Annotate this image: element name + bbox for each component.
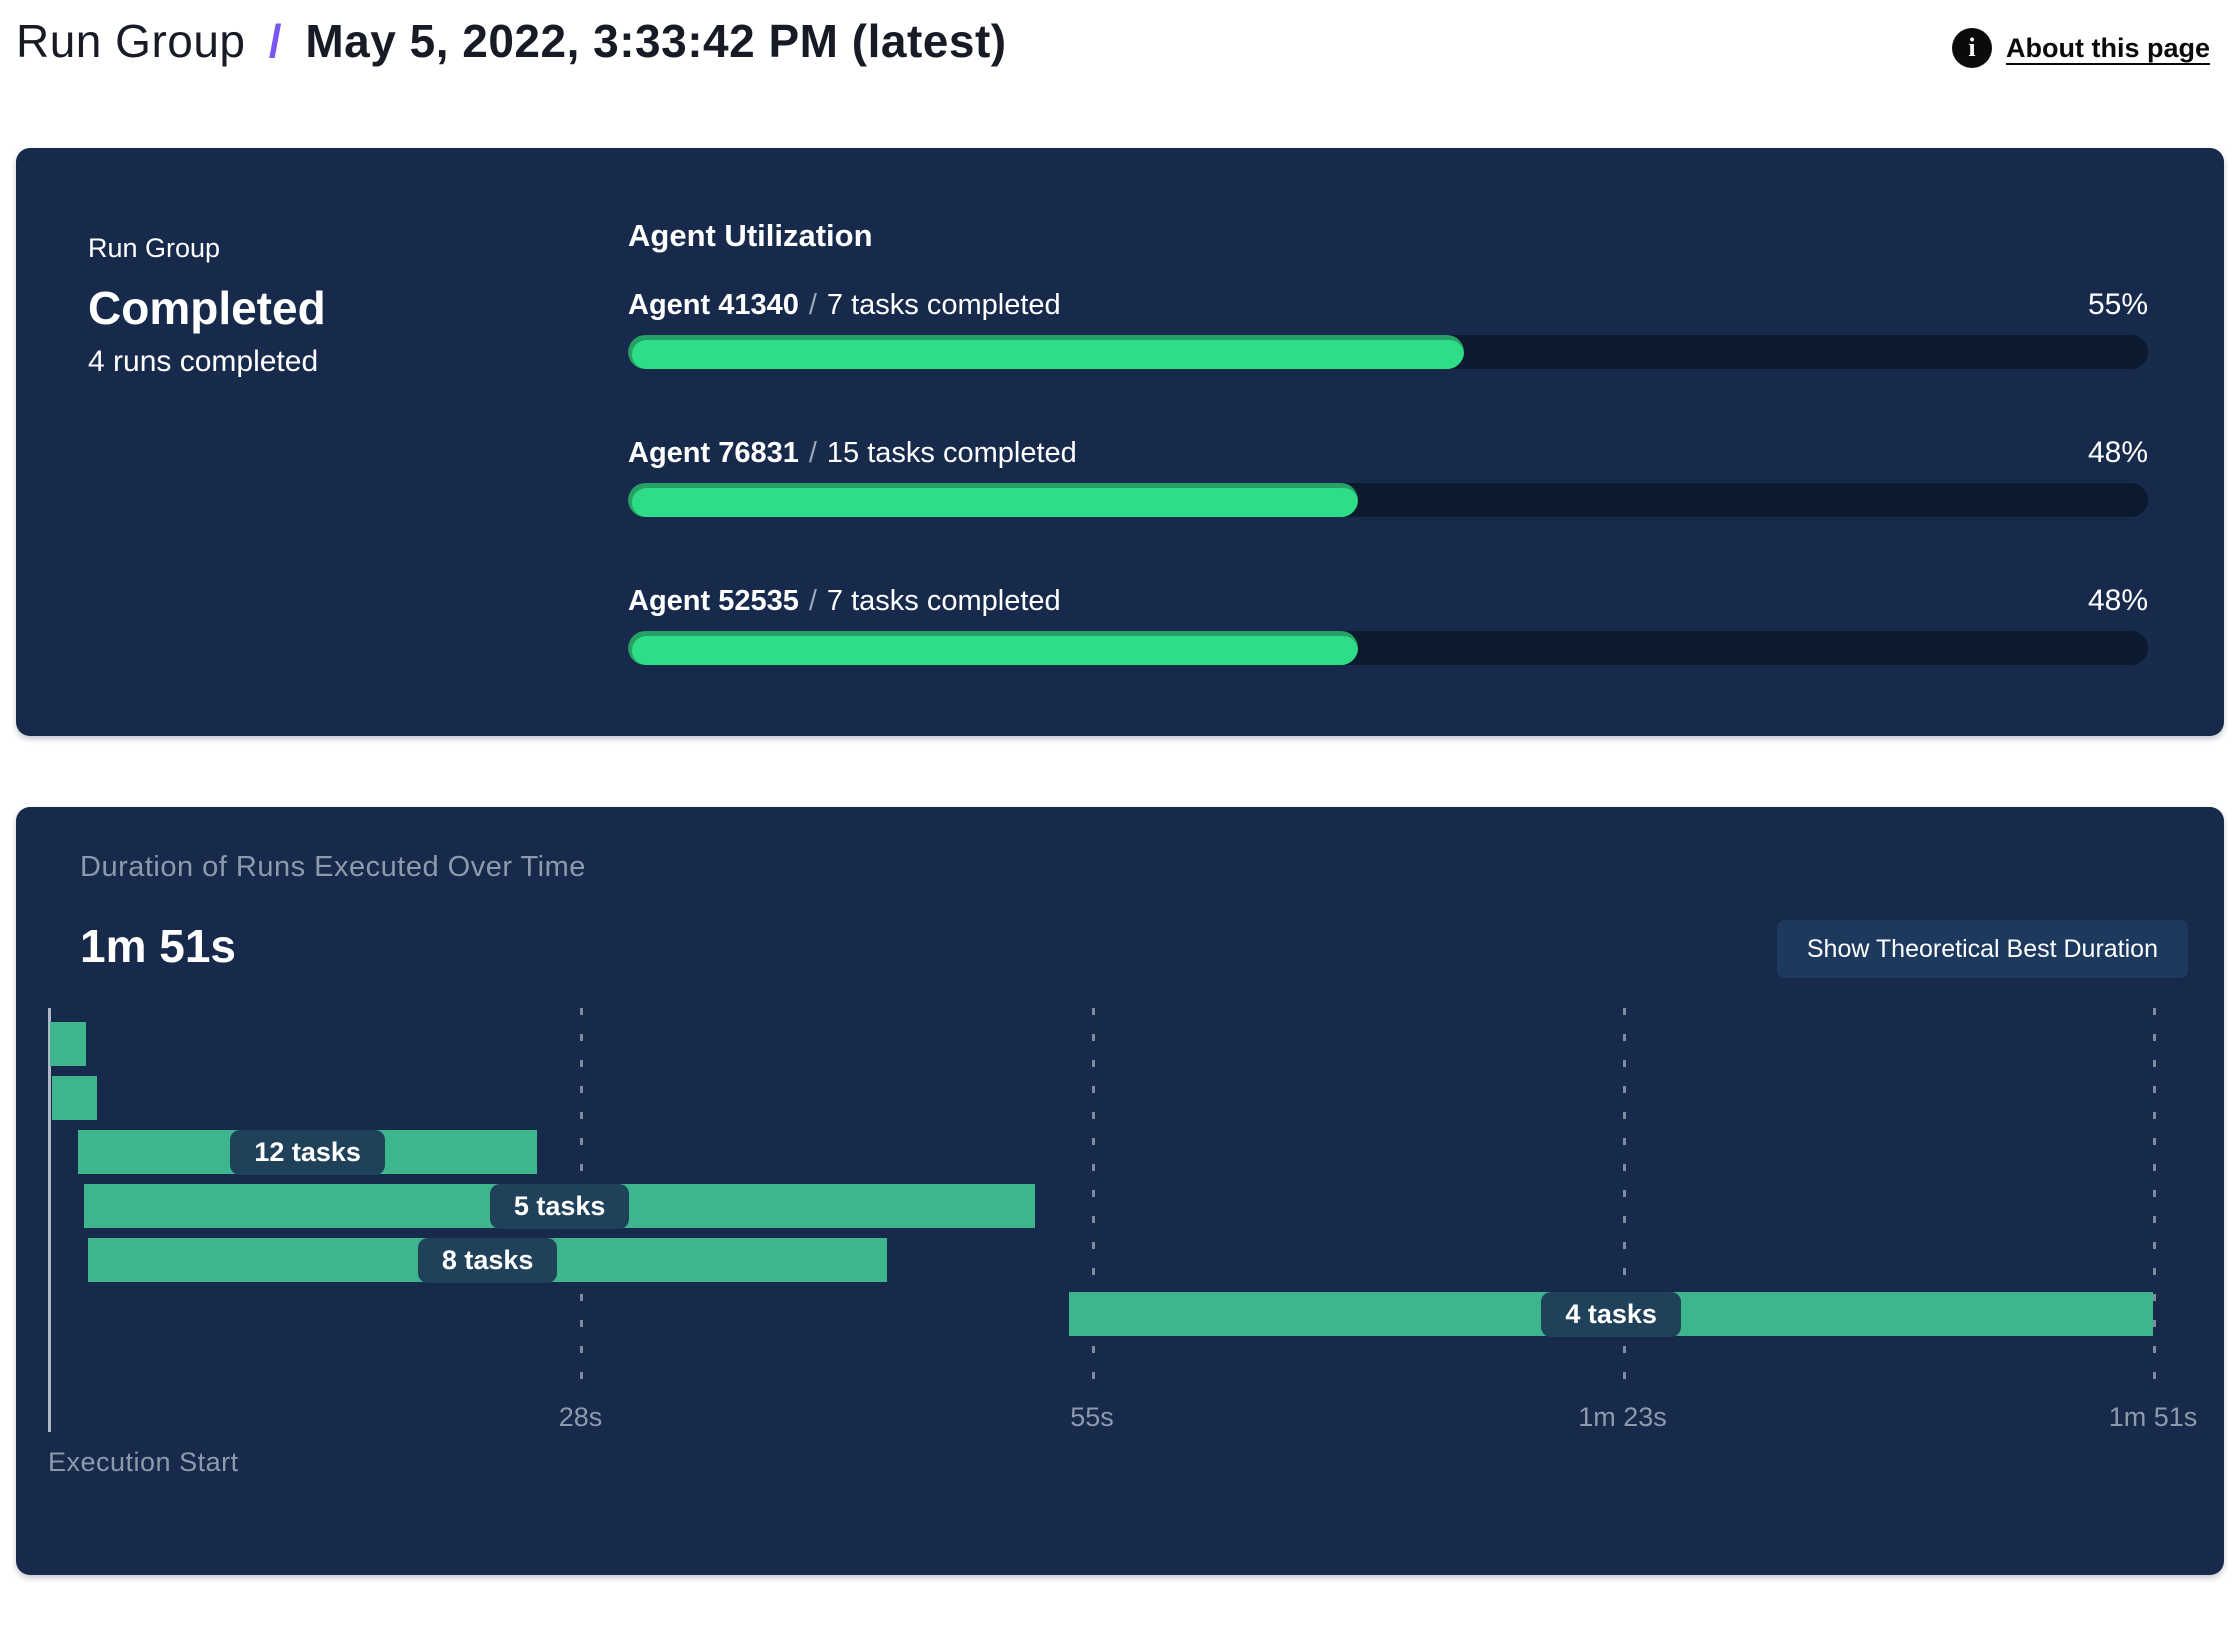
agent-utilization-percent: 55% <box>2087 288 2148 321</box>
breadcrumb-root: Run Group <box>16 15 246 67</box>
agent-utilization-title: Agent Utilization <box>628 218 873 253</box>
agent-utilization-percent: 48% <box>2087 436 2148 469</box>
execution-start-axis-line <box>48 1008 51 1432</box>
agent-label-separator: / <box>808 289 817 321</box>
run-duration-bar[interactable]: 8 tasks <box>87 1237 888 1283</box>
agent-name: Agent 41340 <box>628 289 799 321</box>
runs-completed-count: 4 runs completed <box>88 345 319 378</box>
utilization-progress-track <box>628 483 2148 517</box>
utilization-progress-fill <box>628 631 1358 665</box>
agent-tasks-completed: 7 tasks completed <box>826 585 1061 617</box>
agent-utilization-row: Agent 76831 / 15 tasks completed 48% <box>628 436 2148 532</box>
utilization-progress-track <box>628 335 2148 369</box>
agent-utilization-section: Agent Utilization Agent 41340 / 7 tasks co… <box>628 148 2148 736</box>
time-axis-tick-label: 1m 51s <box>2108 1402 2198 1432</box>
time-gridline <box>1622 1008 1626 1390</box>
breadcrumb-separator: / <box>268 15 283 67</box>
agent-tasks-completed: 7 tasks completed <box>826 289 1061 321</box>
agent-label-line: Agent 52535 / 7 tasks completed 48% <box>628 584 2148 618</box>
page-title: May 5, 2022, 3:33:42 PM (latest) <box>305 15 1007 67</box>
utilization-progress-track <box>628 631 2148 665</box>
duration-chart-panel: Duration of Runs Executed Over Time 1m 5… <box>16 807 2224 1575</box>
agent-label-line: Agent 41340 / 7 tasks completed 55% <box>628 288 2148 322</box>
run-duration-bar[interactable]: 12 tasks <box>78 1129 537 1175</box>
utilization-progress-fill <box>628 335 1464 369</box>
info-icon: i <box>1952 28 1992 68</box>
summary-eyebrow: Run Group <box>88 233 221 263</box>
utilization-progress-fill-highlight <box>632 340 1464 369</box>
execution-start-label: Execution Start <box>48 1447 239 1477</box>
run-task-count-badge: 5 tasks <box>489 1183 630 1229</box>
time-gridline <box>1092 1008 1096 1390</box>
utilization-progress-fill <box>628 483 1358 517</box>
total-duration-value: 1m 51s <box>80 920 237 972</box>
run-duration-bar[interactable] <box>50 1022 86 1066</box>
run-task-count-badge: 4 tasks <box>1541 1291 1681 1337</box>
duration-chart-title: Duration of Runs Executed Over Time <box>80 851 586 883</box>
time-axis-tick-label: 1m 23s <box>1578 1402 1667 1432</box>
run-duration-bar[interactable]: 4 tasks <box>1069 1291 2153 1337</box>
agent-label-separator: / <box>808 437 817 469</box>
breadcrumb: Run Group / May 5, 2022, 3:33:42 PM (lat… <box>16 14 1007 68</box>
gantt-chart: 28s 55s 1m 23s 1m 51s 12 tasks 5 tasks 8 tasks… <box>50 1008 2197 1468</box>
run-duration-bar[interactable] <box>51 1076 98 1120</box>
agent-label-line: Agent 76831 / 15 tasks completed 48% <box>628 436 2148 470</box>
agent-label-separator: / <box>808 585 817 617</box>
run-task-count-badge: 8 tasks <box>417 1237 558 1283</box>
utilization-progress-fill-highlight <box>632 636 1358 665</box>
agent-utilization-percent: 48% <box>2087 584 2148 617</box>
run-task-count-badge: 12 tasks <box>230 1129 385 1175</box>
about-this-page-link[interactable]: About this page <box>2006 32 2210 63</box>
time-axis-tick-label: 28s <box>558 1402 603 1432</box>
time-axis-tick-label: 55s <box>1070 1402 1114 1432</box>
run-group-status-panel: Run Group Completed 4 runs completed Age… <box>16 148 2224 736</box>
run-duration-bar[interactable]: 5 tasks <box>84 1183 1036 1229</box>
show-theoretical-best-duration-button[interactable]: Show Theoretical Best Duration <box>1776 920 2188 978</box>
agent-utilization-row: Agent 41340 / 7 tasks completed 55% <box>628 288 2148 384</box>
agent-name: Agent 76831 <box>628 437 799 469</box>
agent-utilization-row: Agent 52535 / 7 tasks completed 48% <box>628 584 2148 680</box>
time-gridline <box>2153 1008 2156 1390</box>
page-header: Run Group / May 5, 2022, 3:33:42 PM (lat… <box>16 10 2224 110</box>
about-this-page[interactable]: i About this page <box>1952 28 2210 68</box>
agent-name: Agent 52535 <box>628 585 799 617</box>
run-group-status: Completed <box>88 282 326 334</box>
agent-tasks-completed: 15 tasks completed <box>826 437 1077 469</box>
utilization-progress-fill-highlight <box>632 488 1358 517</box>
